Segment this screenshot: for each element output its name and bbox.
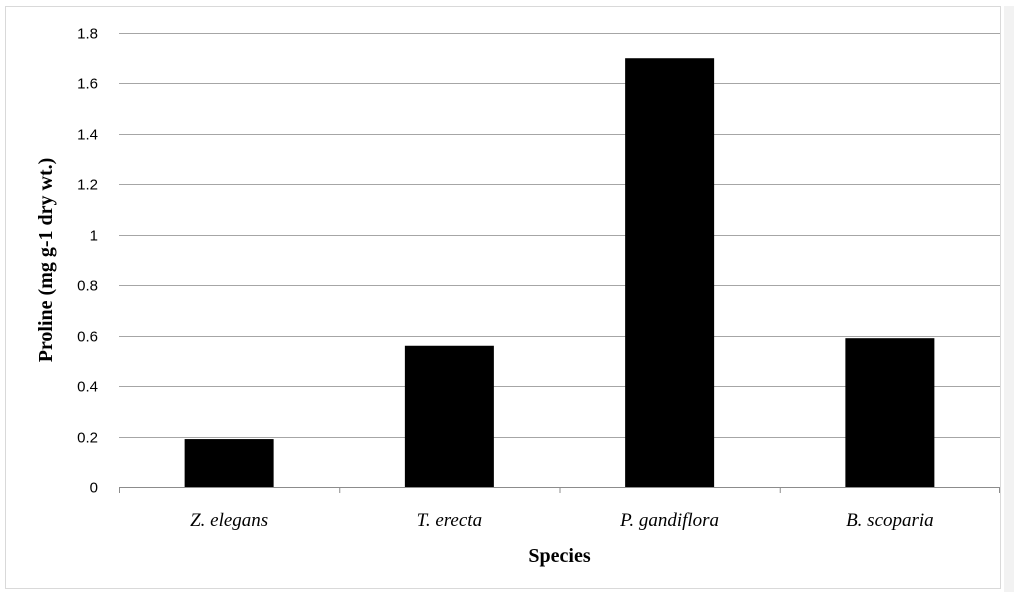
x-axis-title: Species (528, 545, 590, 567)
y-tick-label: 1.6 (77, 76, 98, 93)
bar (845, 338, 935, 487)
y-tick-label: 0.2 (77, 430, 98, 447)
y-axis-title: Proline (mg g-1 dry wt.) (35, 158, 57, 363)
x-axis-ticks: Z. elegans T. erecta P. gandiflora B. scopa… (119, 487, 1000, 531)
y-axis-ticks: 0 0.2 0.4 0.6 0.8 1 1.2 1.4 1.6 1.8 (77, 26, 98, 497)
y-tick-label: 1.4 (77, 127, 98, 144)
bars (184, 58, 935, 487)
bar (184, 439, 274, 487)
y-tick-label: 0 (90, 480, 98, 497)
y-tick-label: 1.8 (77, 26, 98, 43)
x-tick-label: T. erecta (417, 510, 482, 531)
y-tick-label: 0.8 (77, 278, 98, 295)
y-tick-label: 0.6 (77, 329, 98, 346)
bar (625, 58, 715, 487)
x-tick-label: Z. elegans (190, 510, 268, 531)
y-tick-label: 1 (90, 228, 98, 245)
bar (404, 345, 494, 487)
y-tick-label: 1.2 (77, 177, 98, 194)
chart-frame (5, 6, 1001, 589)
x-tick-label: P. gandiflora (619, 510, 719, 531)
y-tick-label: 0.4 (77, 379, 98, 396)
window-edge (1004, 6, 1014, 592)
x-tick-label: B. scoparia (846, 510, 934, 531)
